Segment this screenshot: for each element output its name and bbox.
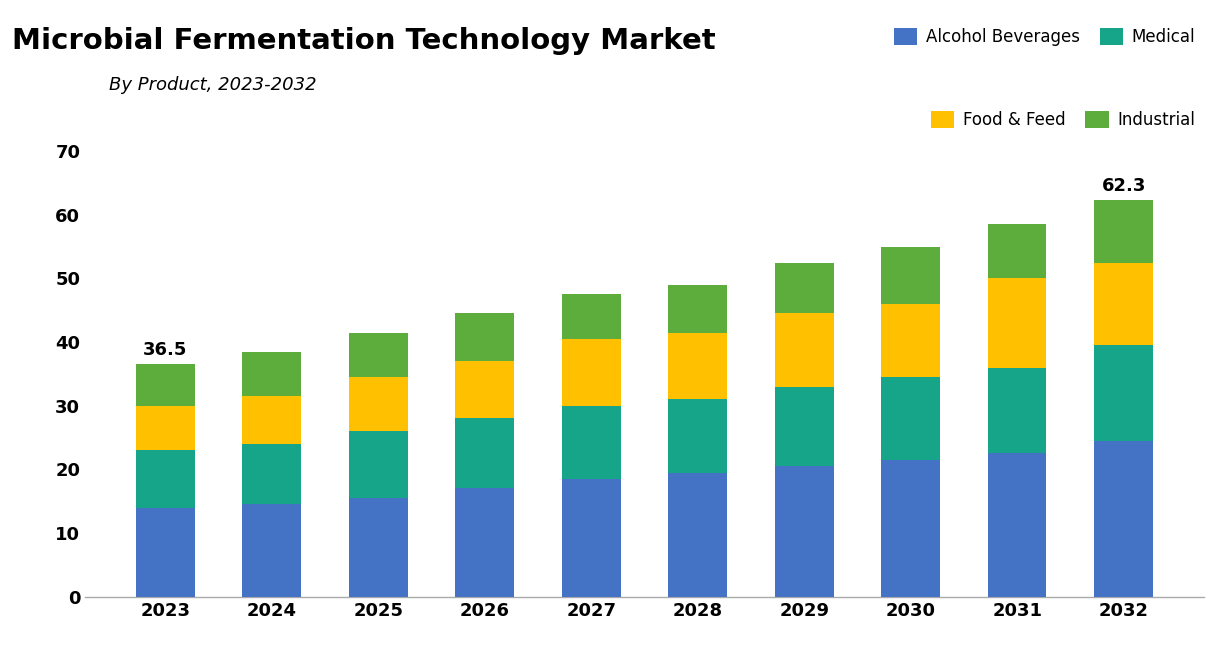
Bar [669,285,727,333]
Bar [242,351,302,396]
Bar [669,473,727,597]
Bar [882,377,940,460]
Bar [1094,200,1153,263]
Text: By Product, 2023-2032: By Product, 2023-2032 [109,76,316,94]
Legend: Food & Feed, Industrial: Food & Feed, Industrial [924,105,1201,136]
Bar [349,333,407,377]
Bar [136,406,195,450]
Text: Microbial Fermentation Technology Market: Microbial Fermentation Technology Market [12,27,716,54]
Bar [562,479,620,597]
Bar [775,314,833,387]
Bar [669,399,727,473]
Bar [349,377,407,431]
Bar [775,387,833,466]
Bar [1094,263,1153,345]
Text: 36.5: 36.5 [143,341,187,359]
Bar [775,263,833,314]
Bar [987,367,1047,453]
Bar [775,466,833,597]
Bar [562,294,620,339]
Bar [882,247,940,304]
Bar [349,498,407,597]
Bar [242,396,302,444]
Bar [562,339,620,406]
Bar [242,444,302,505]
Bar [669,333,727,399]
Legend: Alcohol Beverages, Medical: Alcohol Beverages, Medical [888,22,1201,53]
Bar [456,418,514,489]
Bar [349,431,407,498]
Bar [882,304,940,377]
Bar [987,278,1047,367]
Text: 62.3: 62.3 [1102,177,1145,195]
Bar [456,361,514,418]
Bar [1094,441,1153,597]
Bar [987,453,1047,597]
Bar [242,505,302,597]
Bar [987,224,1047,278]
Bar [1094,345,1153,441]
Bar [136,508,195,597]
Bar [456,489,514,597]
Bar [882,460,940,597]
Bar [136,365,195,406]
Bar [562,406,620,479]
Bar [136,450,195,508]
Bar [456,314,514,361]
